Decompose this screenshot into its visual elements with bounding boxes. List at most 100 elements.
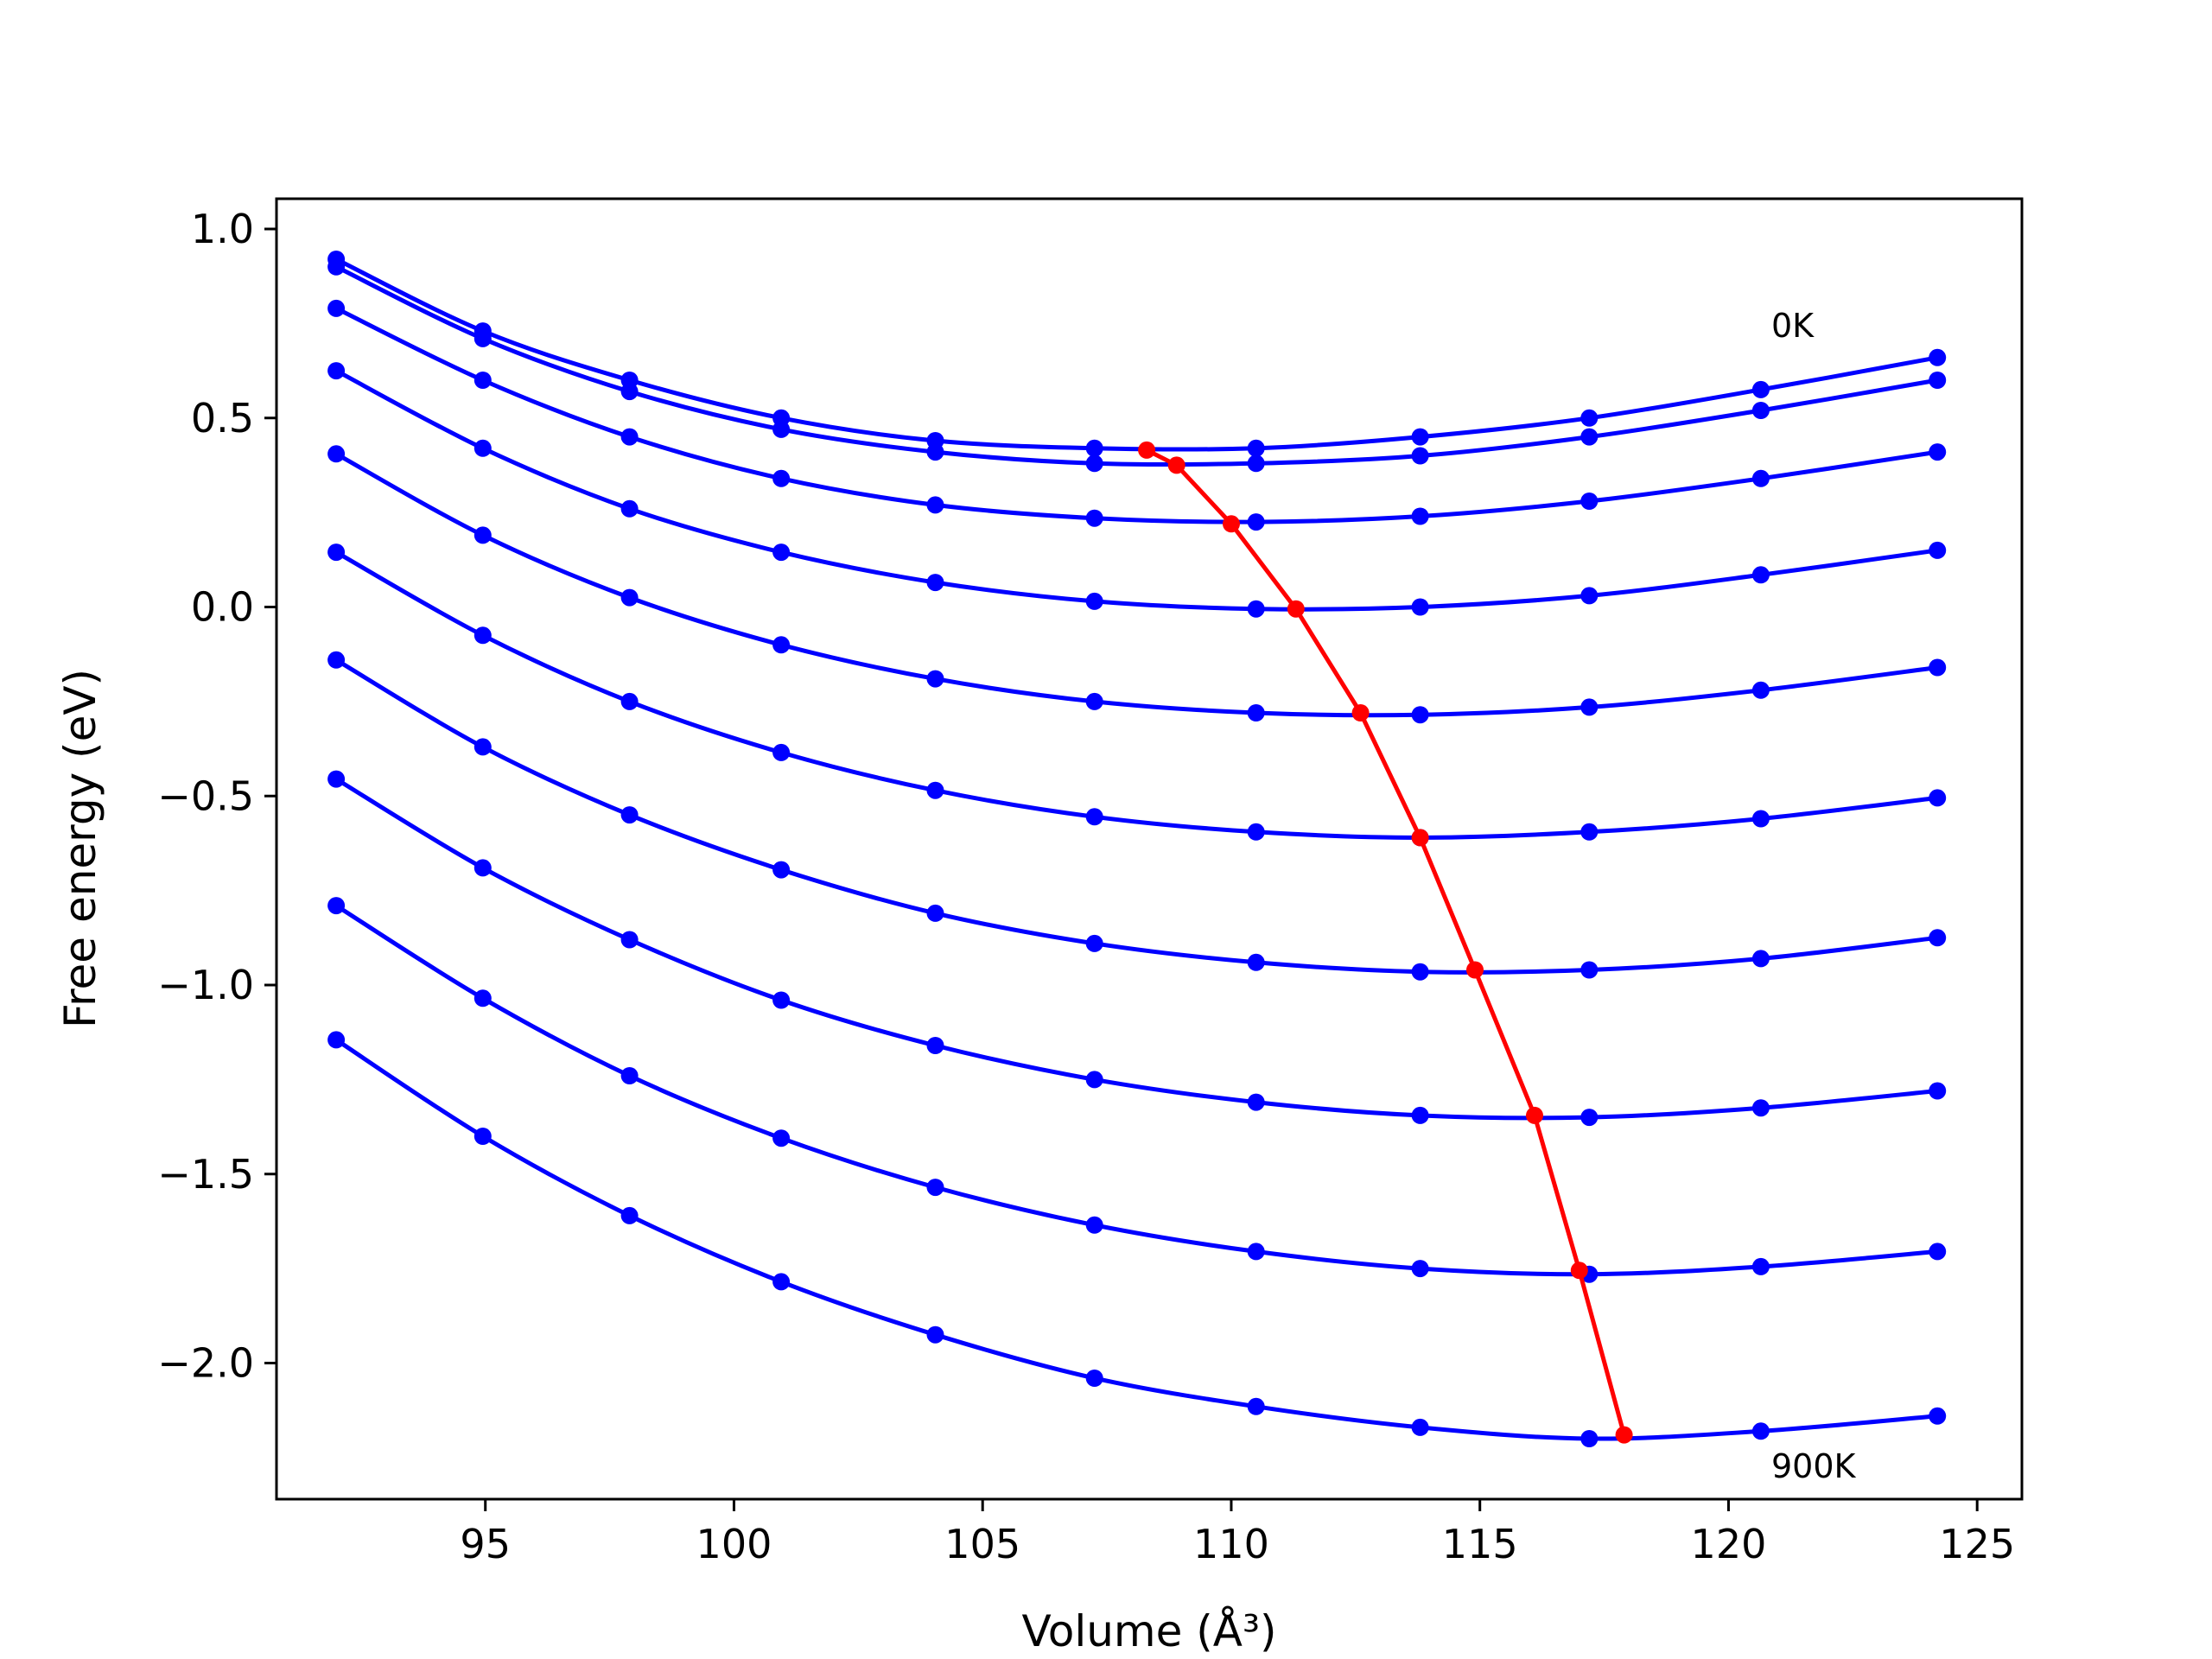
data-point-3-8 — [1580, 587, 1599, 605]
data-point-4-8 — [1580, 698, 1599, 716]
x-axis-ticks: 95 100 105 110 115 120 125 — [460, 1499, 2015, 1567]
data-point-5-0 — [327, 543, 346, 562]
y-tick-label-1: 0.5 — [191, 395, 254, 442]
data-point-5-9 — [1751, 810, 1770, 828]
data-point-0-10 — [1929, 348, 1947, 366]
data-point-6-1 — [474, 738, 492, 756]
data-point-9-10 — [1929, 1407, 1947, 1425]
data-point-6-3 — [772, 861, 791, 879]
y-tick-label-6: −2.0 — [157, 1340, 254, 1387]
y-tick-label-2: 0.0 — [191, 584, 254, 631]
data-point-9-1 — [474, 1128, 492, 1145]
data-point-2-1 — [474, 372, 492, 389]
data-point-3-0 — [327, 362, 346, 380]
y-axis-label: Free energy (eV) — [55, 669, 105, 1028]
data-point-7-3 — [772, 991, 791, 1009]
data-point-7-9 — [1751, 1099, 1770, 1117]
data-point-1-8 — [1580, 428, 1599, 446]
data-point-0-6 — [1247, 439, 1265, 457]
data-point-8-5 — [1085, 1216, 1103, 1234]
y-tick-label-4: −1.0 — [157, 962, 254, 1008]
data-point-0-5 — [1085, 439, 1103, 457]
data-point-4-0 — [327, 445, 346, 463]
data-point-0-7 — [1411, 428, 1429, 446]
data-point-2-9 — [1751, 469, 1770, 487]
data-point-8-0 — [327, 897, 346, 915]
data-point-3-1 — [474, 439, 492, 457]
data-point-3-3 — [772, 543, 791, 562]
x-tick-label-6: 125 — [1939, 1521, 2015, 1567]
data-point-2-7 — [1411, 507, 1429, 525]
data-point-6-9 — [1751, 950, 1770, 968]
data-point-3-6 — [1247, 600, 1265, 618]
minimum-point-9 — [1615, 1426, 1633, 1444]
data-point-5-8 — [1580, 823, 1599, 841]
plot-frame — [275, 197, 2024, 1501]
data-point-4-2 — [620, 588, 639, 607]
data-point-6-0 — [327, 651, 346, 669]
data-point-9-7 — [1411, 1418, 1429, 1436]
data-point-1-2 — [620, 383, 639, 401]
minimum-path-line — [1145, 448, 1627, 1436]
data-point-7-2 — [620, 931, 639, 949]
minimum-path — [1138, 441, 1633, 1444]
data-point-5-6 — [1247, 823, 1265, 841]
data-point-8-10 — [1929, 1243, 1947, 1261]
y-tick-label-3: −0.5 — [157, 772, 254, 819]
x-tick-label-4: 115 — [1442, 1521, 1518, 1567]
x-tick-label-0: 95 — [460, 1521, 511, 1567]
data-point-1-6 — [1247, 454, 1265, 473]
data-point-9-2 — [620, 1206, 639, 1224]
data-point-7-1 — [474, 859, 492, 877]
data-point-2-3 — [772, 469, 791, 487]
data-point-6-5 — [1085, 934, 1103, 952]
data-point-2-6 — [1247, 513, 1265, 531]
data-point-9-0 — [327, 1031, 346, 1049]
data-point-2-0 — [327, 299, 346, 317]
y-tick-label-0: 1.0 — [191, 206, 254, 252]
data-point-7-0 — [327, 770, 346, 788]
data-point-6-4 — [926, 904, 944, 922]
data-point-4-1 — [474, 526, 492, 544]
data-point-5-1 — [474, 626, 492, 645]
data-point-9-9 — [1751, 1422, 1770, 1440]
x-axis-label: Volume (Å³) — [1021, 1606, 1276, 1656]
data-point-8-1 — [474, 989, 492, 1007]
minimum-point-1 — [1167, 456, 1185, 474]
data-point-4-5 — [1085, 692, 1103, 710]
data-point-1-3 — [772, 420, 791, 438]
data-point-9-6 — [1247, 1397, 1265, 1415]
data-point-2-10 — [1929, 443, 1947, 461]
data-point-2-8 — [1580, 493, 1599, 510]
data-point-0-8 — [1580, 409, 1599, 427]
data-point-5-3 — [772, 743, 791, 761]
minimum-point-0 — [1138, 441, 1156, 459]
data-point-1-1 — [474, 329, 492, 347]
y-tick-label-5: −1.5 — [157, 1151, 254, 1198]
data-point-8-2 — [620, 1067, 639, 1084]
x-tick-label-5: 120 — [1691, 1521, 1767, 1567]
data-point-7-7 — [1411, 1106, 1429, 1124]
data-point-7-8 — [1580, 1109, 1599, 1127]
data-point-9-5 — [1085, 1370, 1103, 1387]
data-point-6-10 — [1929, 929, 1947, 947]
data-point-1-9 — [1751, 402, 1770, 419]
minimum-point-6 — [1466, 961, 1484, 979]
data-points — [327, 251, 1947, 1447]
data-point-0-9 — [1751, 380, 1770, 398]
data-point-7-6 — [1247, 1093, 1265, 1111]
data-point-4-4 — [926, 670, 944, 688]
minimum-point-4 — [1351, 704, 1370, 721]
data-point-9-3 — [772, 1273, 791, 1291]
data-point-2-2 — [620, 428, 639, 446]
data-point-7-5 — [1085, 1071, 1103, 1089]
x-tick-label-1: 100 — [696, 1521, 772, 1567]
data-point-3-5 — [1085, 592, 1103, 610]
data-point-3-2 — [620, 499, 639, 518]
data-point-4-3 — [772, 636, 791, 654]
data-point-6-8 — [1580, 961, 1599, 979]
minimum-point-8 — [1570, 1262, 1588, 1280]
data-point-1-10 — [1929, 372, 1947, 389]
data-point-3-7 — [1411, 598, 1429, 616]
